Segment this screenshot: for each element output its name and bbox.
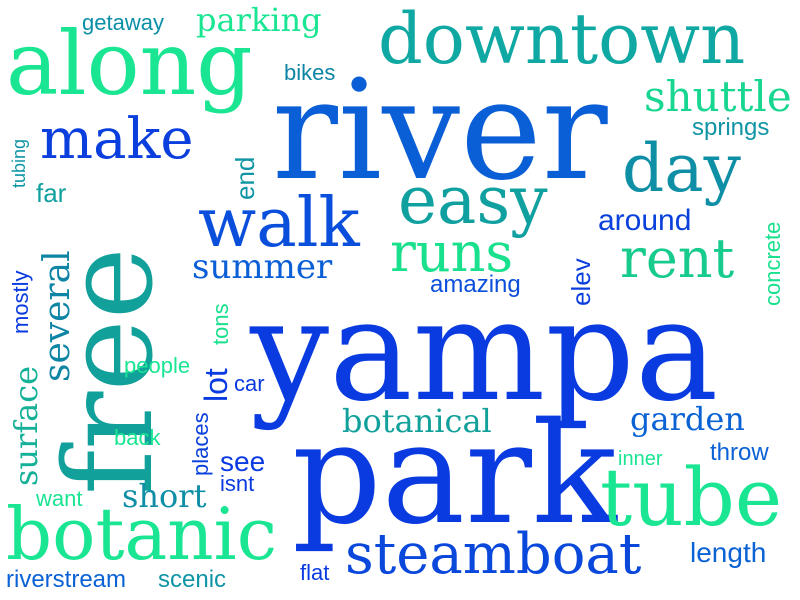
word-runs: runs xyxy=(390,221,514,284)
word-surface: surface xyxy=(7,365,45,486)
word-short: short xyxy=(122,477,207,515)
word-see: see xyxy=(220,446,266,477)
word-downtown: downtown xyxy=(378,0,746,80)
word-places: places xyxy=(188,412,213,476)
word-tubing: tubing xyxy=(9,138,29,188)
word-riverstream: riverstream xyxy=(6,566,127,593)
word-elev: elev xyxy=(566,258,596,306)
word-rent: rent xyxy=(620,227,735,290)
word-parking: parking xyxy=(196,1,322,39)
word-shuttle: shuttle xyxy=(644,72,792,121)
word-far: far xyxy=(36,178,67,208)
word-bikes: bikes xyxy=(284,60,336,85)
word-inner: inner xyxy=(618,448,663,470)
word-along: along xyxy=(6,12,253,115)
word-car: car xyxy=(234,371,265,396)
word-getaway: getaway xyxy=(82,10,164,35)
word-easy: easy xyxy=(398,162,548,239)
word-yampa: yampa xyxy=(250,270,719,433)
word-concrete: concrete xyxy=(760,221,785,306)
word-walk: walk xyxy=(198,184,360,263)
word-tube: tube xyxy=(600,451,783,544)
word-mostly: mostly xyxy=(8,270,33,334)
word-park: park xyxy=(292,393,617,556)
word-want: want xyxy=(36,486,83,511)
word-isnt: isnt xyxy=(220,471,255,496)
word-day: day xyxy=(622,130,741,207)
word-botanic: botanic xyxy=(6,492,278,576)
word-summer: summer xyxy=(192,247,333,287)
word-flat: flat xyxy=(300,560,330,585)
word-river: river xyxy=(272,50,608,211)
word-end: end xyxy=(230,156,260,200)
word-back: back xyxy=(114,425,161,450)
word-people: people xyxy=(124,353,191,378)
word-length: length xyxy=(690,537,767,568)
word-springs: springs xyxy=(692,114,770,141)
word-scenic: scenic xyxy=(158,566,227,593)
word-several: several xyxy=(37,250,78,382)
word-botanical: botanical xyxy=(342,402,492,440)
word-garden: garden xyxy=(630,400,745,438)
word-around: around xyxy=(598,204,692,237)
word-amazing: amazing xyxy=(430,271,521,298)
word-tons: tons xyxy=(208,303,233,345)
word-lot: lot xyxy=(198,368,234,402)
word-steamboat: steamboat xyxy=(345,522,642,587)
word-throw: throw xyxy=(710,439,769,466)
word-make: make xyxy=(40,107,194,172)
